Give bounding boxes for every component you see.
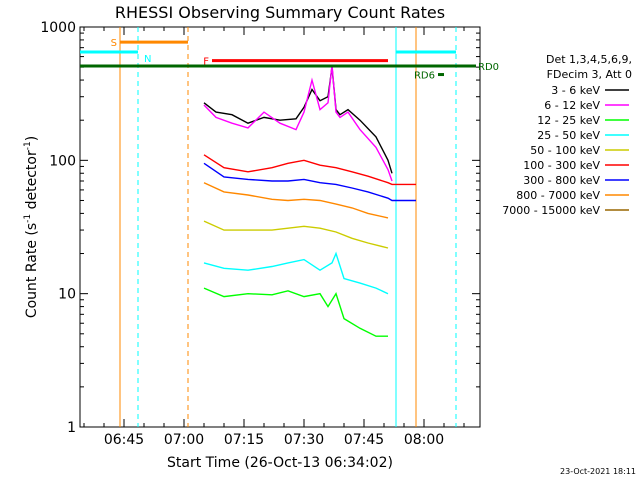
legend-label: 800 - 7000 keV — [516, 189, 600, 202]
legend-label: 25 - 50 keV — [537, 129, 600, 142]
x-tick-label: 07:00 — [164, 432, 204, 448]
flag-label: RD6 — [414, 71, 435, 82]
y-axis-label-mid: detector — [24, 150, 40, 214]
x-tick-label: 07:45 — [344, 432, 384, 448]
legend-label: 12 - 25 keV — [537, 114, 600, 127]
series-line — [203, 64, 393, 182]
series-line — [203, 162, 416, 202]
chart-title: RHESSI Observing Summary Count Rates — [115, 3, 445, 22]
flag-label: RD0 — [478, 62, 499, 73]
y-axis-label-end: ) — [24, 136, 40, 141]
x-tick-label: 06:45 — [104, 432, 144, 448]
y-axis-label: Count Rate (s-1 detector-1) — [23, 136, 40, 318]
series-line — [203, 182, 389, 219]
series-line — [203, 67, 393, 174]
legend-label: 100 - 300 keV — [523, 159, 600, 172]
legend: Det 1,3,4,5,6,9, FDecim 3, Att 0 3 - 6 k… — [502, 53, 632, 217]
legend-label: 50 - 100 keV — [530, 144, 600, 157]
event-lines-layer — [119, 27, 457, 427]
series-line — [203, 220, 389, 249]
legend-label: 6 - 12 keV — [544, 99, 600, 112]
series-line — [203, 154, 416, 186]
y-axis-label-sup1: -1 — [23, 214, 33, 223]
y-tick-label: 1 — [67, 420, 76, 436]
x-tick-label: 07:15 — [224, 432, 264, 448]
legend-header-1: Det 1,3,4,5,6,9, — [546, 53, 632, 66]
legend-label: 7000 - 15000 keV — [502, 204, 600, 217]
series-layer — [203, 64, 416, 337]
series-line — [203, 287, 388, 337]
x-tick-label: 07:30 — [284, 432, 324, 448]
date-stamp: 23-Oct-2021 18:11 — [560, 467, 636, 476]
legend-label: 3 - 6 keV — [551, 84, 600, 97]
axes-layer: 06:45 07:00 07:15 07:30 07:45 08:00 1 10 100 1000 — [40, 20, 480, 448]
flag-label: N — [144, 54, 151, 65]
flag-label: F — [203, 57, 209, 68]
x-tick-label: 08:00 — [404, 432, 444, 448]
flag-label: S — [111, 38, 117, 49]
flags-layer: S N F RD0 RD6 — [80, 38, 499, 82]
y-axis-label-sup2: -1 — [23, 141, 33, 150]
y-tick-label: 1000 — [40, 20, 76, 36]
legend-label: 300 - 800 keV — [523, 174, 600, 187]
x-axis-label: Start Time (26-Oct-13 06:34:02) — [167, 455, 393, 471]
y-axis-label-main: Count Rate (s — [24, 223, 40, 318]
legend-header-2: FDecim 3, Att 0 — [547, 68, 632, 81]
series-line — [203, 251, 389, 295]
plot-frame — [79, 26, 481, 428]
y-tick-label: 10 — [58, 287, 76, 303]
y-tick-label: 100 — [49, 153, 76, 169]
